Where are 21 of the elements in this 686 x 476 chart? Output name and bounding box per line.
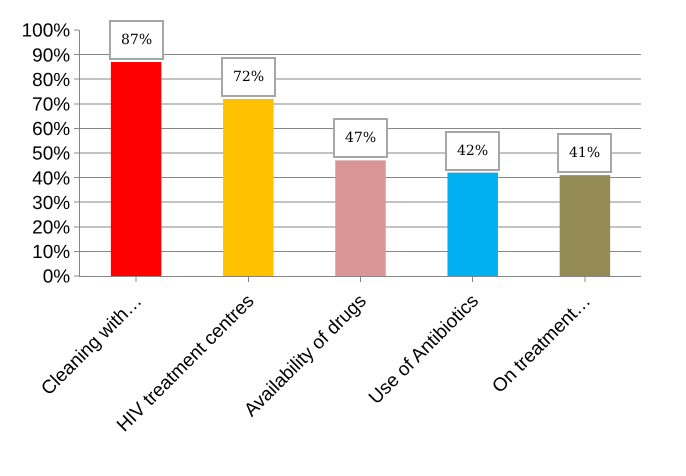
y-tick-label: 50% [32, 144, 70, 165]
data-label: 47% [345, 130, 376, 146]
bar [447, 172, 498, 276]
y-tick-label: 70% [32, 94, 70, 116]
data-label: 87% [121, 32, 152, 48]
bar [560, 175, 610, 276]
bar [110, 62, 162, 276]
y-tick-label: 40% [32, 168, 70, 190]
bar [223, 98, 274, 276]
y-tick-label: 90% [32, 45, 70, 66]
data-label: 41% [569, 145, 600, 161]
y-tick-label: 0% [42, 266, 70, 288]
y-tick-label: 30% [32, 192, 70, 214]
y-tick-label: 20% [32, 217, 70, 238]
data-label: 42% [457, 143, 488, 159]
y-tick-label: 10% [32, 242, 70, 264]
y-tick-label: 100% [22, 20, 70, 42]
y-tick-label: 80% [32, 70, 70, 91]
y-tick-label: 60% [32, 119, 70, 140]
data-label: 72% [233, 69, 264, 85]
bar [335, 160, 386, 276]
